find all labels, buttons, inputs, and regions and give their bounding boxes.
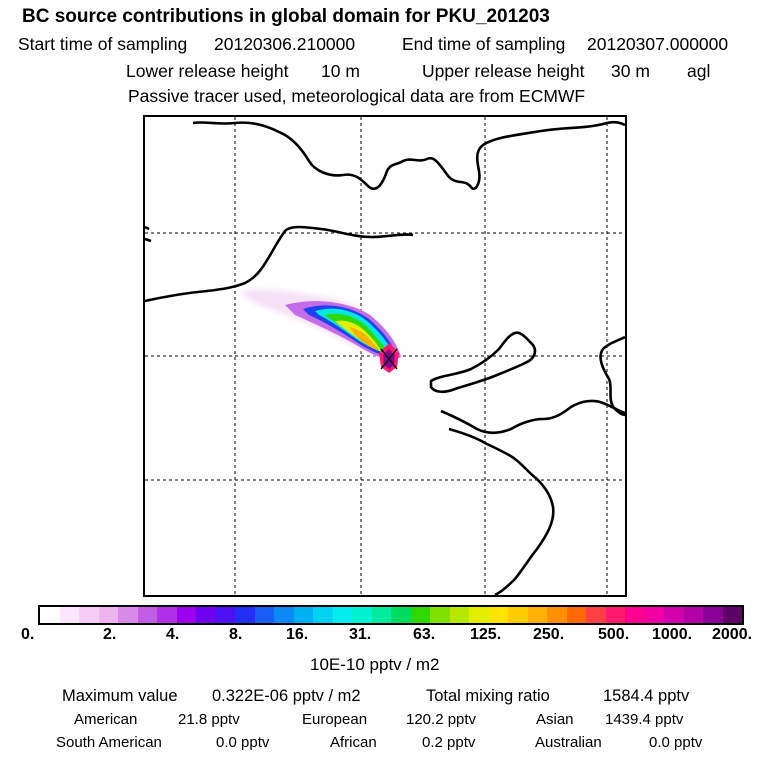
colorbar-segment: [605, 607, 625, 623]
colorbar-segment: [215, 607, 235, 623]
total-mixing-value: 1584.4 pptv: [603, 687, 690, 705]
colorbar-segment: [313, 607, 333, 623]
colorbar-segment: [196, 607, 216, 623]
region-name: European: [302, 711, 368, 728]
colorbar-tick-label: 0.: [21, 626, 35, 643]
colorbar-segment: [118, 607, 138, 623]
map-title: BC source contributions in global domain…: [22, 6, 550, 27]
colorbar-segment: [488, 607, 508, 623]
colorbar-segment: [547, 607, 567, 623]
colorbar-segment: [98, 607, 118, 623]
colorbar-segment: [137, 607, 157, 623]
region-value: 0.0 pptv: [216, 734, 270, 751]
tracer-note: Passive tracer used, meteorological data…: [128, 86, 586, 106]
region-name: African: [330, 734, 377, 751]
colorbar-segment: [644, 607, 664, 623]
upper-height-ref: agl: [687, 61, 711, 81]
region-value: 1439.4 pptv: [605, 711, 684, 728]
colorbar-segment: [176, 607, 196, 623]
colorbar-segment: [625, 607, 645, 623]
start-time-label: Start time of sampling: [18, 34, 188, 54]
colorbar-segment: [332, 607, 352, 623]
colorbar-segment: [157, 607, 177, 623]
colorbar-segment: [722, 607, 742, 623]
colorbar-segment: [79, 607, 99, 623]
end-time-value: 20120307.000000: [587, 34, 729, 54]
colorbar-segment: [391, 607, 411, 623]
colorbar: [38, 605, 744, 625]
max-value: 0.322E-06 pptv / m2: [212, 687, 361, 705]
colorbar-tick-label: 2.: [103, 626, 117, 643]
colorbar-segment: [683, 607, 703, 623]
colorbar-segment: [235, 607, 255, 623]
region-value: 21.8 pptv: [178, 711, 240, 728]
colorbar-segment: [586, 607, 606, 623]
region-value: 0.2 pptv: [422, 734, 476, 751]
tracer-plume: [241, 289, 401, 373]
colorbar-tick-label: 31.: [349, 626, 372, 643]
region-name: Australian: [535, 734, 602, 751]
region-value: 0.0 pptv: [649, 734, 703, 751]
end-time-label: End time of sampling: [402, 34, 566, 54]
colorbar-tick-label: 63.: [413, 626, 436, 643]
colorbar-segment: [254, 607, 274, 623]
colorbar-segment: [430, 607, 450, 623]
map-canvas: [145, 117, 625, 595]
colorbar-segment: [59, 607, 79, 623]
region-name: South American: [56, 734, 162, 751]
lower-height-value: 10 m: [321, 61, 360, 81]
colorbar-segment: [371, 607, 391, 623]
colorbar-segment: [449, 607, 469, 623]
colorbar-segment: [527, 607, 547, 623]
colorbar-segment: [664, 607, 684, 623]
upper-height-label: Upper release height: [422, 61, 585, 81]
start-time-value: 20120306.210000: [214, 34, 356, 54]
colorbar-segment: [40, 607, 60, 623]
region-value: 120.2 pptv: [406, 711, 477, 728]
colorbar-segment: [410, 607, 430, 623]
colorbar-tick-label: 16.: [286, 626, 309, 643]
colorbar-segment: [469, 607, 489, 623]
colorbar-tick-label: 125.: [470, 626, 502, 643]
region-name: Asian: [536, 711, 574, 728]
total-mixing-label: Total mixing ratio: [426, 687, 550, 705]
colorbar-segment: [293, 607, 313, 623]
colorbar-tick-label: 250.: [533, 626, 565, 643]
colorbar-segment: [703, 607, 723, 623]
colorbar-tick-label: 4.: [166, 626, 180, 643]
colorbar-tick-label: 2000.: [712, 626, 753, 643]
colorbar-tick-label: 1000.: [652, 626, 693, 643]
colorbar-segment: [508, 607, 528, 623]
release-site-marker: [380, 348, 398, 370]
map-panel[interactable]: [143, 115, 627, 597]
colorbar-tick-label: 8.: [229, 626, 243, 643]
lower-height-label: Lower release height: [126, 61, 289, 81]
colorbar-segment: [274, 607, 294, 623]
colorbar-segment: [566, 607, 586, 623]
region-name: American: [74, 711, 138, 728]
colorbar-tick-label: 500.: [598, 626, 630, 643]
colorbar-segment: [352, 607, 372, 623]
upper-height-value: 30 m: [611, 61, 650, 81]
colorbar-unit: 10E-10 pptv / m2: [310, 655, 440, 674]
max-value-label: Maximum value: [62, 687, 178, 705]
coastlines: [145, 120, 625, 595]
